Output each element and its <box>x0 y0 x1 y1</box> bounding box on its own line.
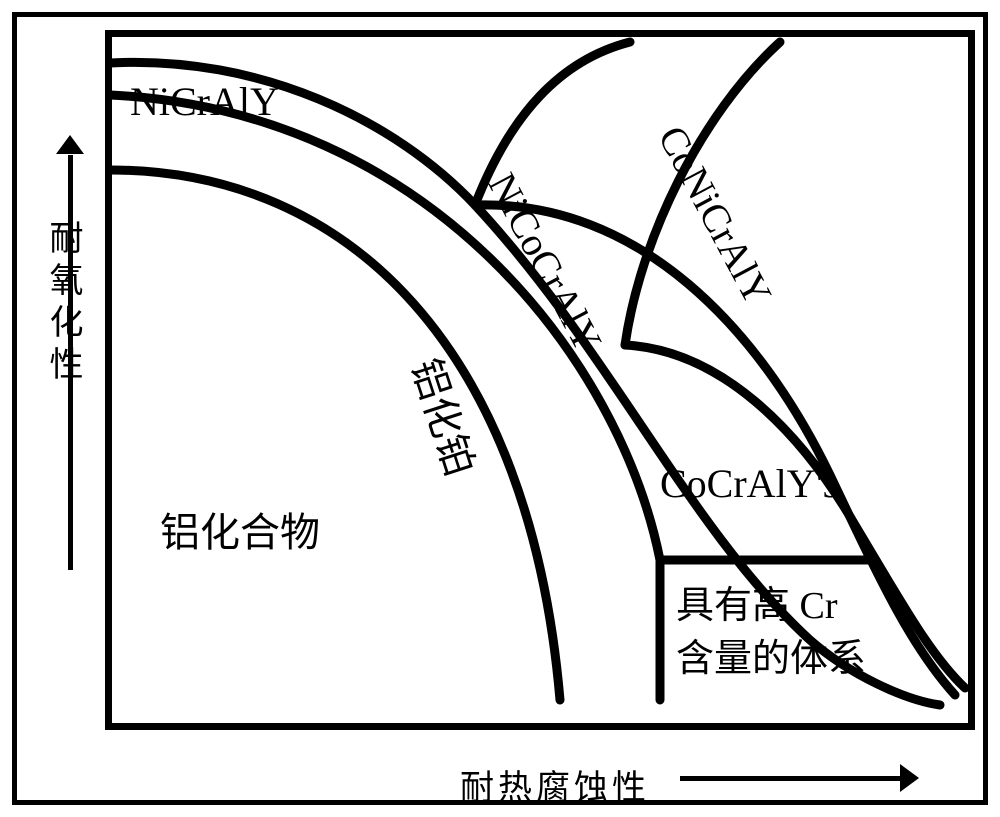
label-nicraly: NiCrAlY <box>130 78 279 125</box>
y-axis-arrow-head <box>56 135 84 154</box>
label-cocralys: CoCrAlY's <box>660 460 838 507</box>
y-axis-label: 耐氧化性 <box>38 220 87 388</box>
x-axis-label: 耐热腐蚀性 <box>460 760 650 809</box>
label-high-cr-system: 具有高 Cr 含量的体系 <box>676 580 866 686</box>
label-high-cr-line1: 具有高 Cr <box>676 585 838 627</box>
x-axis-arrow-shaft <box>680 776 900 781</box>
y-axis-arrow-shaft <box>68 155 73 570</box>
x-axis-arrow-head <box>900 764 919 792</box>
label-aluminide: 铝化合物 <box>160 500 320 558</box>
label-high-cr-line2: 含量的体系 <box>676 638 866 680</box>
